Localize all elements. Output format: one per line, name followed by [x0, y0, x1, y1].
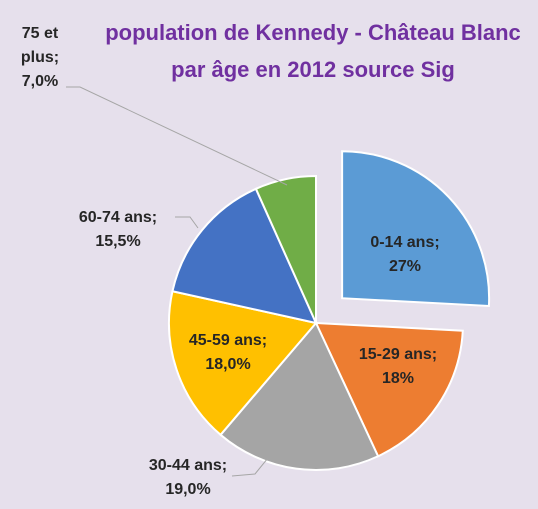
pie-slice	[341, 150, 491, 308]
leader-line	[66, 86, 288, 186]
label-separator: ;	[431, 346, 438, 363]
data-label: 30-44 ans; 19,0%	[128, 454, 248, 502]
data-label: 0-14 ans; 27%	[345, 231, 465, 279]
label-category: 60-74 ans	[78, 209, 152, 226]
label-value: 15,5%	[95, 233, 141, 250]
label-category: 75 et plus	[20, 25, 59, 66]
data-label: 45-59 ans; 18,0%	[168, 329, 288, 377]
label-category: 45-59 ans	[188, 332, 262, 349]
label-separator: ;	[261, 332, 268, 349]
data-label: 60-74 ans; 15,5%	[58, 206, 178, 254]
label-value: 18,0%	[205, 356, 251, 373]
pie-slice	[168, 290, 318, 437]
label-category: 15-29 ans	[358, 346, 432, 363]
leader-line	[231, 457, 269, 477]
label-value: 19,0%	[165, 481, 211, 498]
data-label: 75 et plus; 7,0%	[12, 22, 68, 94]
pie-slice	[314, 321, 464, 458]
label-value: 7,0%	[21, 73, 59, 90]
data-label: 15-29 ans; 18%	[338, 343, 458, 391]
label-category: 0-14 ans	[370, 234, 435, 251]
leader-line	[175, 216, 199, 229]
label-separator: ;	[221, 457, 228, 474]
pie-slice	[254, 174, 317, 324]
label-separator: ;	[53, 49, 60, 66]
label-category: 30-44 ans	[148, 457, 222, 474]
label-value: 18%	[381, 370, 415, 387]
chart-title: population de Kennedy - Château Blanc pa…	[105, 20, 521, 82]
label-separator: ;	[151, 209, 158, 226]
label-value: 27%	[388, 258, 422, 275]
pie-slice	[171, 187, 318, 325]
label-separator: ;	[434, 234, 440, 251]
pie-slice	[219, 321, 380, 471]
